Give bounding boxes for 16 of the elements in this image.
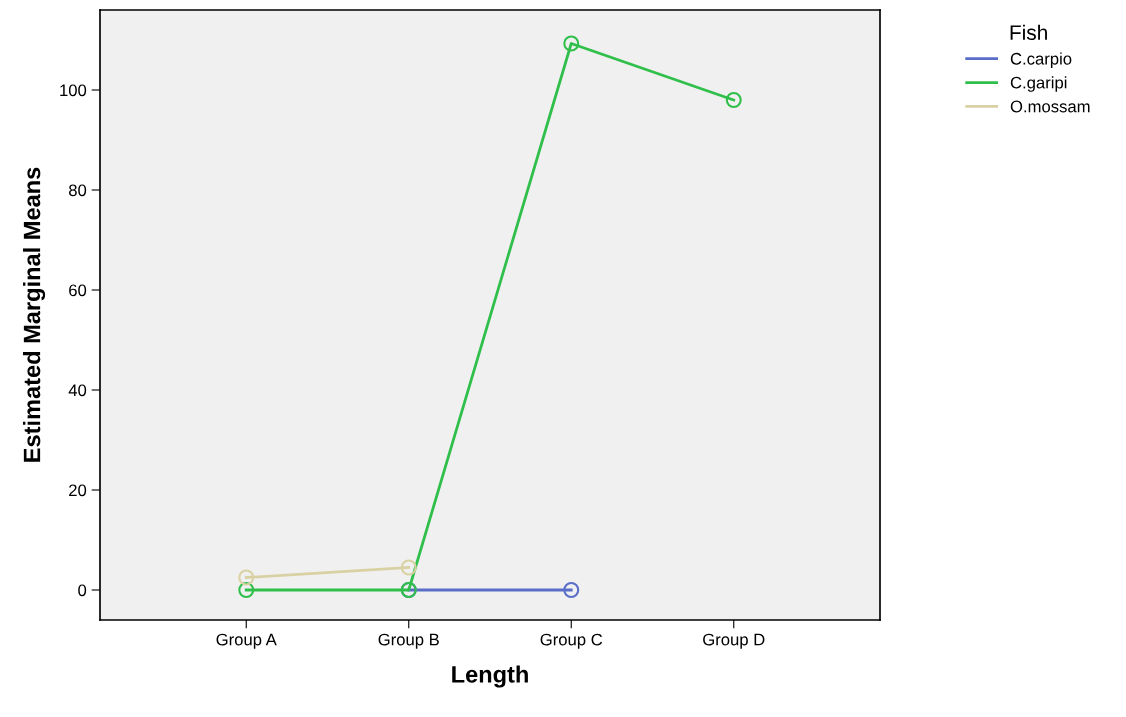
y-axis-title: Estimated Marginal Means: [23, 167, 46, 462]
legend-label: C.garipi: [1010, 76, 1067, 92]
legend-label: C.carpio: [1010, 52, 1072, 68]
x-tick-label: Group C: [540, 633, 603, 649]
x-tick-label: Group D: [703, 633, 765, 649]
legend-label: O.mossam: [1010, 100, 1090, 113]
x-tick-label: Group A: [216, 633, 277, 649]
y-tick-label: 60: [69, 284, 87, 297]
legend-title: Fish: [1010, 24, 1047, 40]
y-tick-label: 100: [60, 84, 87, 97]
x-axis-title: Length: [452, 665, 528, 688]
y-tick-label: 20: [69, 484, 87, 497]
x-tick-label: Group B: [378, 633, 439, 649]
y-tick-label: 40: [68, 384, 87, 397]
y-tick-label: 80: [68, 184, 87, 197]
y-tick-label: 0: [78, 584, 87, 597]
